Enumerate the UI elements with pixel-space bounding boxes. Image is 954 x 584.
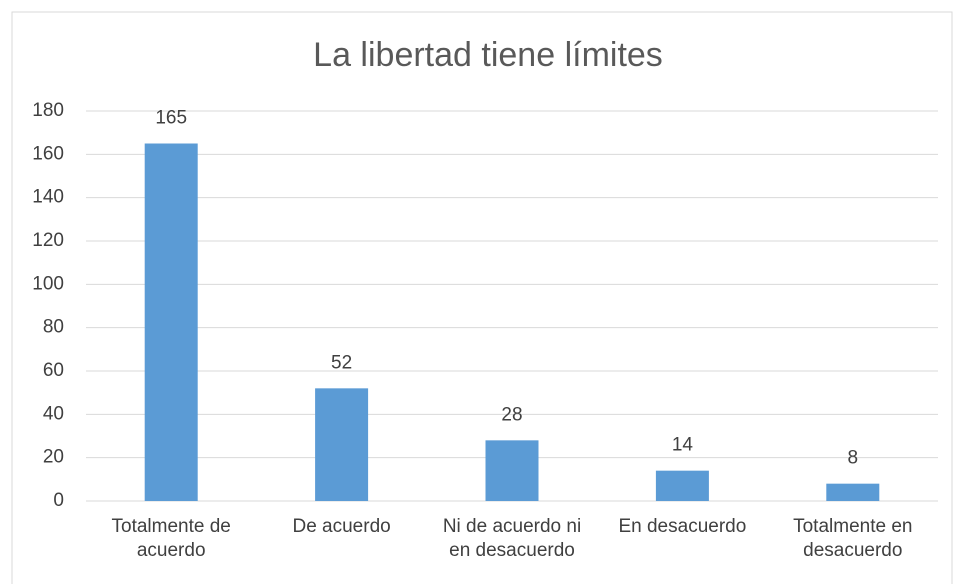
bar — [315, 388, 369, 501]
y-tick-label: 20 — [43, 447, 64, 468]
chart-border — [11, 11, 953, 584]
data-label: 8 — [848, 448, 859, 469]
x-tick-label: De acuerdo — [292, 516, 391, 537]
y-tick-label: 60 — [43, 360, 64, 381]
bar — [826, 483, 880, 501]
x-tick-label: Totalmente de acuerdo — [111, 516, 231, 561]
y-tick-label: 120 — [32, 230, 64, 251]
x-tick-label: En desacuerdo — [618, 516, 747, 537]
data-label: 165 — [155, 108, 187, 129]
x-tick-label: Ni de acuerdo ni en desacuerdo — [442, 516, 582, 561]
bar — [485, 440, 539, 501]
bar — [655, 470, 709, 501]
y-tick-label: 140 — [32, 187, 64, 208]
data-label: 14 — [672, 435, 694, 456]
data-label: 28 — [501, 404, 522, 425]
data-label: 52 — [331, 352, 352, 373]
x-tick-label: Totalmente en desacuerdo — [793, 516, 913, 561]
y-tick-label: 40 — [43, 403, 64, 424]
y-tick-label: 180 — [32, 100, 64, 121]
y-tick-label: 80 — [43, 317, 64, 338]
y-tick-label: 160 — [32, 143, 64, 164]
bar — [144, 143, 198, 501]
chart-title: La libertad tiene límites — [313, 36, 663, 74]
y-tick-label: 100 — [32, 273, 64, 294]
y-tick-label: 0 — [53, 490, 64, 511]
